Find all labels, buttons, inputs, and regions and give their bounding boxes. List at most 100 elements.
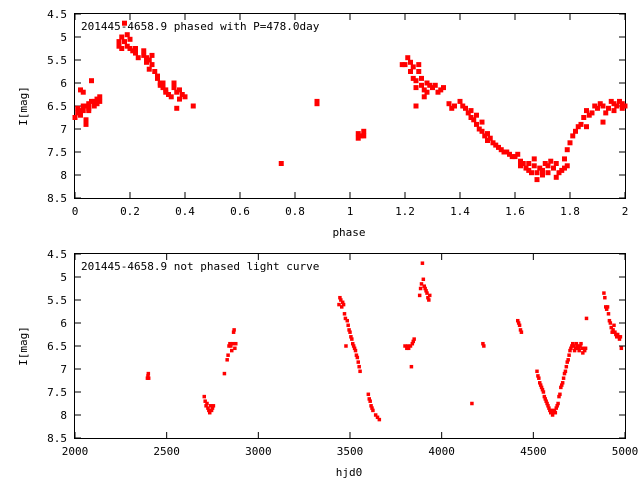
unphased-data-point — [551, 410, 556, 415]
phased-data-point — [144, 55, 149, 61]
phased-data-point — [127, 36, 133, 42]
phased-data-point — [526, 167, 532, 173]
unphased-data-point — [605, 305, 610, 309]
phased-x-tick-label: 1.8 — [560, 205, 580, 218]
phased-data-point — [562, 156, 567, 162]
phased-data-point — [160, 80, 166, 86]
phased-data-point — [553, 161, 559, 166]
phased-data-point — [496, 144, 501, 150]
unphased-data-point — [422, 284, 426, 288]
phased-data-point — [545, 170, 551, 176]
phased-data-point — [507, 151, 512, 157]
phased-y-tick-label: 6 — [60, 77, 67, 90]
unphased-data-point — [518, 328, 523, 332]
unphased-data-point — [424, 289, 428, 293]
unphased-data-point — [574, 341, 579, 346]
phased-data-point — [575, 124, 581, 130]
phased-data-point — [75, 110, 81, 116]
unphased-data-point — [348, 330, 352, 334]
phased-data-point — [468, 108, 474, 114]
phased-data-point — [408, 59, 413, 65]
unphased-data-point — [230, 348, 234, 353]
unphased-data-point — [581, 351, 585, 355]
phased-data-point — [586, 112, 592, 118]
unphased-data-point — [146, 374, 150, 378]
unphased-data-point — [211, 404, 216, 408]
unphased-data-point — [375, 415, 380, 420]
unphased-x-tick-label: 3500 — [337, 445, 364, 458]
phased-data-point — [278, 161, 284, 166]
phased-data-point — [177, 96, 182, 102]
phased-data-point — [520, 161, 526, 166]
phased-data-point — [163, 87, 169, 93]
phased-data-point — [474, 112, 479, 118]
unphased-data-point — [340, 305, 344, 309]
unphased-axis-ticks — [74, 253, 626, 439]
unphased-data-point — [615, 332, 620, 337]
phased-data-point — [89, 78, 94, 84]
unphased-y-tick-label: 7.5 — [47, 386, 67, 399]
unphased-data-point — [566, 358, 570, 362]
phased-data-point — [144, 59, 149, 65]
phased-data-point — [122, 20, 127, 26]
unphased-data-point — [373, 413, 378, 417]
phased-data-point — [545, 163, 551, 169]
phased-data-point — [405, 55, 411, 61]
phased-data-point — [160, 85, 166, 91]
phased-data-point — [155, 73, 160, 79]
phased-data-point — [97, 98, 103, 104]
unphased-data-point — [616, 335, 621, 339]
unphased-data-point — [519, 330, 524, 334]
phased-y-tick-label: 5.5 — [47, 54, 67, 67]
unphased-data-point — [208, 404, 213, 408]
unphased-data-point — [222, 371, 227, 376]
phased-data-point — [617, 98, 622, 104]
unphased-data-point — [351, 344, 356, 348]
unphased-data-point — [560, 381, 565, 385]
phased-data-point — [446, 101, 452, 107]
phased-chart-title: 201445-4658.9 phased with P=478.0day — [81, 20, 320, 33]
unphased-data-point — [417, 293, 422, 298]
phased-data-point — [551, 165, 556, 171]
phased-data-point — [465, 110, 471, 116]
unphased-data-point — [569, 346, 573, 351]
phased-y-tick-label: 4.5 — [47, 8, 67, 21]
phased-data-point — [419, 75, 424, 81]
phased-data-point — [540, 167, 545, 173]
unphased-data-point — [516, 318, 520, 323]
unphased-data-point — [582, 346, 586, 351]
phased-y-tick-label: 6.5 — [47, 100, 67, 113]
unphased-data-point — [423, 286, 427, 291]
unphased-data-point — [556, 401, 560, 406]
phased-data-point — [603, 110, 609, 116]
phased-data-point — [419, 82, 424, 88]
unphased-data-point — [419, 282, 424, 286]
phased-data-point — [432, 82, 438, 88]
unphased-data-point — [206, 406, 210, 410]
unphased-data-point — [349, 335, 353, 339]
phased-data-point — [141, 52, 147, 58]
unphased-data-point — [228, 341, 232, 346]
unphased-data-point — [481, 341, 485, 346]
phased-data-point — [597, 101, 603, 107]
phased-data-point — [452, 103, 457, 109]
unphased-data-point — [226, 353, 230, 357]
phased-data-point — [509, 154, 515, 160]
unphased-data-point — [538, 383, 543, 387]
phased-light-curve-panel: 0 0.2 0.4 0.6 0.8 1 1.2 1.4 1.6 1.8 2 4.5 5 5.5 6 6.5 7… — [17, 8, 628, 239]
phased-data-point — [476, 126, 482, 132]
unphased-data-point — [233, 346, 237, 351]
phased-data-point — [149, 52, 155, 58]
unphased-data-point — [619, 346, 624, 351]
unphased-data-point — [225, 358, 229, 362]
unphased-data-point — [583, 346, 588, 351]
phased-data-point — [611, 108, 617, 114]
unphased-data-point — [427, 298, 431, 302]
phased-data-point — [424, 89, 430, 95]
phased-data-point — [471, 117, 477, 123]
unphased-data-point — [516, 321, 521, 325]
unphased-data-point — [366, 392, 371, 397]
unphased-data-point — [418, 286, 423, 291]
phased-data-point — [179, 92, 185, 97]
